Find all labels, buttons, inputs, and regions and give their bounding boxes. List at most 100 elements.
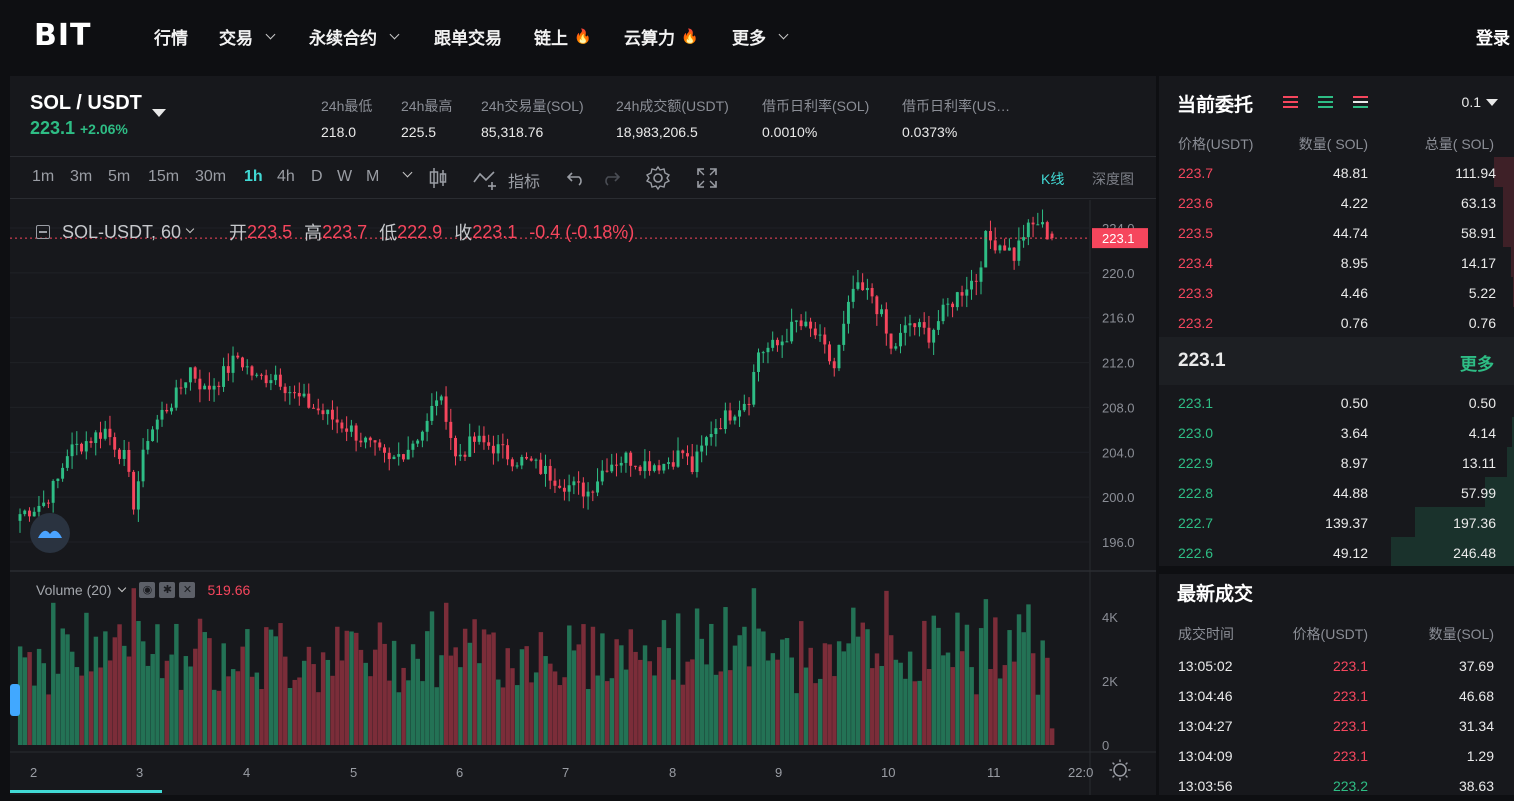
timeframe-15m[interactable]: 15m (148, 168, 179, 186)
candle-body (198, 379, 201, 390)
timeframe-3m[interactable]: 3m (70, 168, 92, 186)
nav-trade[interactable]: 交易 (219, 24, 274, 49)
close-icon[interactable]: ✕ (179, 582, 195, 598)
timeframe-w[interactable]: W (337, 168, 352, 186)
tab-kline[interactable]: K线 (1041, 169, 1064, 189)
candle-body (23, 511, 26, 515)
candle-body (776, 340, 779, 345)
redo-icon[interactable] (601, 170, 621, 186)
trade-price: 223.1 (1333, 688, 1368, 704)
sidebar-toggle-handle[interactable] (10, 684, 20, 716)
candle-body (553, 481, 556, 486)
candle-type-icon[interactable] (428, 167, 448, 189)
nav-markets[interactable]: 行情 (154, 24, 188, 49)
candle-body (615, 465, 618, 466)
volume-bar (165, 661, 169, 745)
login-button[interactable]: 登录 (1476, 24, 1510, 49)
volume-bar (946, 653, 950, 745)
nav-copy-trading[interactable]: 跟单交易 (434, 24, 502, 49)
chevron-down-icon[interactable] (186, 225, 194, 233)
timeframe-1h[interactable]: 1h (244, 168, 263, 186)
legend-symbol[interactable]: SOL-USDT, 60 (62, 222, 181, 243)
bid-total: 197.36 (1453, 515, 1496, 531)
volume-bar (368, 676, 372, 745)
brand-logo[interactable]: BIT (34, 18, 92, 53)
volume-bar (884, 591, 888, 745)
nav-perpetual[interactable]: 永续合约 (309, 24, 398, 49)
gear-icon[interactable]: ✱ (159, 582, 175, 598)
candle-body (1017, 241, 1020, 261)
settings-icon[interactable] (645, 165, 671, 191)
indicator-icon[interactable] (472, 168, 500, 190)
candle-body (766, 348, 769, 352)
volume-bar (174, 624, 178, 745)
volume-bar (752, 588, 756, 745)
trade-qty: 31.34 (1459, 718, 1494, 734)
pair-dropdown-icon[interactable] (152, 109, 166, 117)
volume-bar (373, 650, 377, 745)
nav-more[interactable]: 更多 (732, 24, 787, 49)
candle-body (511, 459, 514, 466)
undo-icon[interactable] (566, 170, 586, 186)
eye-icon[interactable]: ◉ (139, 582, 155, 598)
nav-cloud-mining[interactable]: 云算力🔥 (624, 24, 698, 49)
top-nav: BIT 行情 交易 永续合约 跟单交易 链上🔥 云算力🔥 更多 登录 (0, 0, 1514, 68)
timeframe-5m[interactable]: 5m (108, 168, 130, 186)
timeframe-d[interactable]: D (311, 168, 323, 186)
volume-bar (236, 671, 240, 745)
volume-label[interactable]: Volume (20) (36, 582, 111, 598)
volume-bar (605, 681, 609, 745)
timeframe-4h[interactable]: 4h (277, 168, 295, 186)
chevron-down-icon[interactable] (118, 583, 126, 591)
orderbook-bids-view-icon[interactable] (1318, 96, 1333, 108)
candle-body (402, 454, 405, 459)
timeframe-30m[interactable]: 30m (195, 168, 226, 186)
pair-name[interactable]: SOL / USDT (30, 92, 142, 115)
volume-bar (463, 629, 467, 745)
volume-bar (804, 668, 808, 745)
timeframe-m[interactable]: M (366, 168, 379, 186)
more-button[interactable]: 更多 (1460, 350, 1494, 375)
candlestick-chart[interactable]: 224.0220.0216.0212.0208.0204.0200.0196.0… (10, 200, 1156, 795)
orderbook-asks-view-icon[interactable] (1283, 96, 1298, 108)
precision-select[interactable]: 0.1 (1462, 94, 1498, 110)
timeframe-1m[interactable]: 1m (32, 168, 54, 186)
volume-bar (231, 669, 235, 745)
candle-body (535, 460, 538, 461)
chevron-down-icon (390, 29, 400, 39)
candle-body (606, 471, 609, 472)
timeframe-more-icon[interactable] (403, 168, 413, 178)
price-tick-label: 200.0 (1102, 490, 1135, 505)
volume-bar (221, 643, 225, 745)
volume-bar (827, 644, 831, 745)
candle-body (624, 453, 627, 463)
orderbook-both-view-icon[interactable] (1353, 96, 1368, 108)
collapse-legend-icon[interactable] (36, 225, 50, 239)
nav-onchain[interactable]: 链上🔥 (534, 24, 591, 49)
candle-body (478, 436, 481, 442)
candle-body (823, 335, 826, 345)
candle-body (610, 465, 613, 472)
ask-total: 0.76 (1469, 315, 1496, 331)
tab-depth[interactable]: 深度图 (1092, 169, 1134, 189)
candle-body (355, 425, 358, 440)
indicator-button[interactable]: 指标 (508, 168, 540, 192)
fullscreen-icon[interactable] (696, 167, 718, 189)
candle-body (582, 483, 585, 497)
volume-bar (420, 681, 424, 745)
volume-bar (70, 652, 74, 745)
